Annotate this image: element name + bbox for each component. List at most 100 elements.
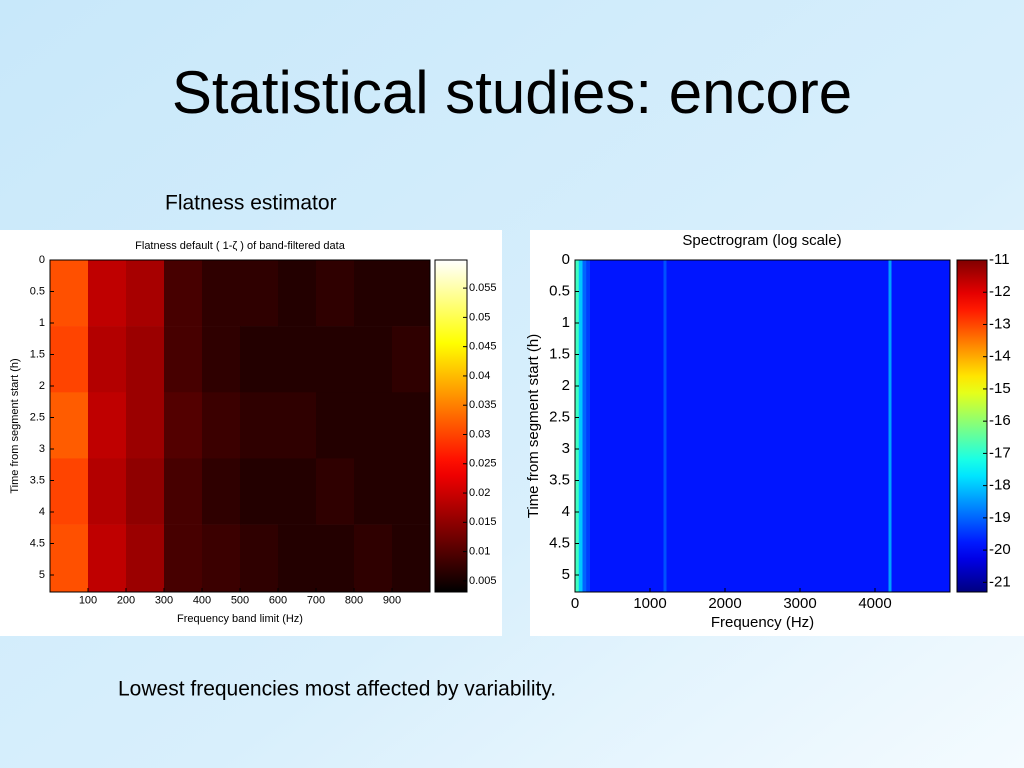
colorbar-tick-label: -11: [989, 251, 1010, 268]
y-tick-label: 2.5: [549, 408, 570, 425]
heatmap-cell: [240, 392, 279, 459]
x-tick-label: 200: [117, 595, 135, 607]
y-tick-label: 0: [39, 254, 45, 266]
heatmap-cell: [240, 458, 279, 525]
heatmap-cell: [88, 260, 127, 327]
y-tick-label: 3: [39, 443, 45, 455]
colorbar-tick-label: 0.055: [469, 282, 497, 294]
y-tick-label: 1: [562, 314, 570, 331]
x-tick-label: 1000: [633, 595, 666, 612]
heatmap-cell: [278, 524, 317, 593]
slide-title: Statistical studies: encore: [172, 59, 852, 126]
heatmap-cell: [392, 524, 431, 593]
heatmap-cell: [316, 458, 355, 525]
heatmap-cell: [392, 458, 431, 525]
y-tick-label: 4.5: [549, 534, 570, 551]
x-tick-label: 0: [571, 595, 579, 612]
heatmap-cell: [278, 326, 317, 393]
heatmap-cell: [164, 260, 203, 327]
heatmap-cell: [202, 260, 241, 327]
heatmap-cell: [126, 260, 165, 327]
heatmap-cell: [278, 260, 317, 327]
colorbar: [434, 259, 468, 593]
y-tick-label: 4: [39, 506, 45, 518]
heatmap-cell: [164, 458, 203, 525]
heatmap-cell: [278, 392, 317, 459]
x-tick-label: 600: [269, 595, 287, 607]
heatmap-cell: [354, 326, 393, 393]
colorbar-tick-label: -15: [989, 380, 1011, 397]
y-tick-label: 1.5: [549, 345, 570, 362]
colorbar-tick-label: 0.05: [469, 311, 490, 323]
y-tick-label: 2.5: [30, 411, 45, 423]
chart-title: Spectrogram (log scale): [682, 232, 841, 249]
x-tick-label: 4000: [858, 595, 891, 612]
heatmap-cell: [50, 260, 89, 327]
colorbar-tick-label: 0.04: [469, 370, 490, 382]
x-tick-label: 900: [383, 595, 401, 607]
x-tick-label: 700: [307, 595, 325, 607]
y-tick-label: 3: [562, 440, 570, 457]
heatmap-cell: [240, 260, 279, 327]
caption: Lowest frequencies most affected by vari…: [118, 678, 556, 701]
colorbar-tick-label: 0.01: [469, 546, 490, 558]
heatmap-cell: [666, 260, 889, 593]
colorbar-tick-label: -12: [989, 283, 1011, 300]
heatmap-cell: [88, 524, 127, 593]
y-tick-label: 5: [562, 566, 570, 583]
heatmap-cell: [126, 392, 165, 459]
y-tick-label: 4.5: [30, 537, 45, 549]
subtitle: Flatness estimator: [165, 192, 337, 215]
heatmap-cell: [582, 260, 587, 593]
colorbar-tick-label: -13: [989, 315, 1011, 332]
colorbar-tick-label: 0.015: [469, 516, 497, 528]
heatmap-cell: [354, 260, 393, 327]
heatmap-cell: [392, 260, 431, 327]
heatmap-cell: [316, 260, 355, 327]
heatmap-cell: [354, 392, 393, 459]
x-tick-label: 800: [345, 595, 363, 607]
heatmap-cell: [164, 326, 203, 393]
colorbar-tick-label: 0.02: [469, 487, 490, 499]
x-tick-label: 100: [79, 595, 97, 607]
y-axis-label: Time from segment start (h): [525, 334, 542, 518]
y-tick-label: 1: [39, 317, 45, 329]
colorbar-tick-label: -17: [989, 444, 1011, 461]
heatmap-cell: [50, 524, 89, 593]
heatmap-cell: [202, 458, 241, 525]
x-tick-label: 2000: [708, 595, 741, 612]
y-tick-label: 1.5: [30, 348, 45, 360]
colorbar-tick-label: -18: [989, 477, 1011, 494]
y-tick-label: 0.5: [549, 282, 570, 299]
colorbar-tick-label: -16: [989, 412, 1011, 429]
colorbar-tick-label: 0.045: [469, 341, 497, 353]
chart-title: Flatness default ( 1-ζ ) of band-filtere…: [135, 240, 346, 252]
colorbar-tick-label: -20: [989, 541, 1011, 558]
y-tick-label: 0.5: [30, 285, 45, 297]
heatmap-cell: [278, 458, 317, 525]
y-axis-label: Time from segment start (h): [9, 358, 21, 493]
y-tick-label: 2: [562, 377, 570, 394]
heatmap-cell: [50, 392, 89, 459]
y-tick-label: 4: [562, 503, 570, 520]
colorbar-tick-label: -19: [989, 509, 1011, 526]
heatmap-cell: [126, 524, 165, 593]
heatmap-cell: [578, 260, 583, 593]
y-tick-label: 3.5: [549, 471, 570, 488]
x-tick-label: 3000: [783, 595, 816, 612]
heatmap-cell: [50, 326, 89, 393]
heatmap-cell: [891, 260, 951, 593]
heatmap-cell: [88, 326, 127, 393]
y-tick-label: 3.5: [30, 474, 45, 486]
heatmap-cell: [202, 392, 241, 459]
heatmap-cell: [316, 392, 355, 459]
heatmap-cell: [392, 326, 431, 393]
y-tick-label: 2: [39, 380, 45, 392]
y-tick-label: 0: [562, 251, 570, 268]
colorbar-tick-label: 0.005: [469, 575, 497, 587]
colorbar: [956, 259, 988, 593]
colorbar-tick-label: 0.03: [469, 428, 490, 440]
heatmap-cell: [354, 458, 393, 525]
heatmap-cell: [316, 524, 355, 593]
heatmap-cell: [575, 260, 580, 593]
